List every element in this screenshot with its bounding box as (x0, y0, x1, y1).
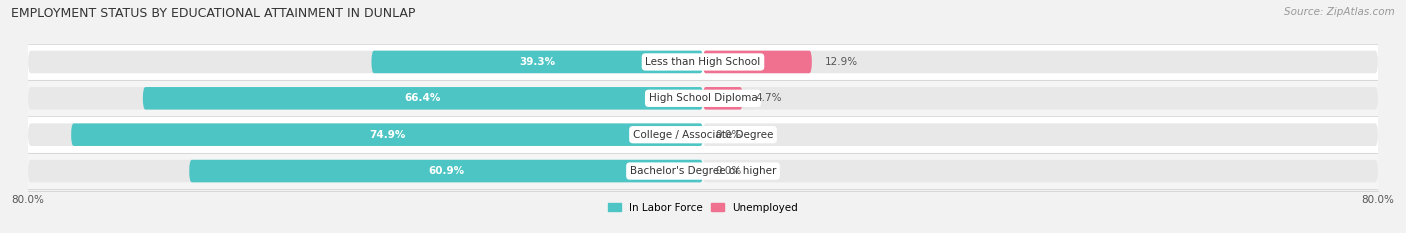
Text: High School Diploma: High School Diploma (648, 93, 758, 103)
FancyBboxPatch shape (703, 51, 1378, 73)
FancyBboxPatch shape (28, 160, 703, 182)
Text: Source: ZipAtlas.com: Source: ZipAtlas.com (1284, 7, 1395, 17)
Text: 66.4%: 66.4% (405, 93, 441, 103)
Text: EMPLOYMENT STATUS BY EDUCATIONAL ATTAINMENT IN DUNLAP: EMPLOYMENT STATUS BY EDUCATIONAL ATTAINM… (11, 7, 416, 20)
Text: 39.3%: 39.3% (519, 57, 555, 67)
Text: 74.9%: 74.9% (368, 130, 405, 140)
Text: 0.0%: 0.0% (716, 130, 742, 140)
Bar (28, 153, 1378, 189)
FancyBboxPatch shape (703, 51, 811, 73)
Bar (28, 116, 1378, 153)
FancyBboxPatch shape (703, 123, 1378, 146)
FancyBboxPatch shape (28, 51, 703, 73)
FancyBboxPatch shape (143, 87, 703, 110)
FancyBboxPatch shape (28, 123, 703, 146)
Text: 4.7%: 4.7% (755, 93, 782, 103)
FancyBboxPatch shape (703, 87, 1378, 110)
FancyBboxPatch shape (28, 87, 703, 110)
FancyBboxPatch shape (371, 51, 703, 73)
Text: Bachelor's Degree or higher: Bachelor's Degree or higher (630, 166, 776, 176)
Text: 60.9%: 60.9% (427, 166, 464, 176)
Text: 0.0%: 0.0% (716, 166, 742, 176)
FancyBboxPatch shape (72, 123, 703, 146)
FancyBboxPatch shape (190, 160, 703, 182)
Legend: In Labor Force, Unemployed: In Labor Force, Unemployed (609, 203, 797, 213)
Bar (28, 80, 1378, 116)
Text: Less than High School: Less than High School (645, 57, 761, 67)
Text: 12.9%: 12.9% (824, 57, 858, 67)
FancyBboxPatch shape (703, 160, 1378, 182)
Text: College / Associate Degree: College / Associate Degree (633, 130, 773, 140)
FancyBboxPatch shape (703, 87, 742, 110)
Bar (28, 44, 1378, 80)
